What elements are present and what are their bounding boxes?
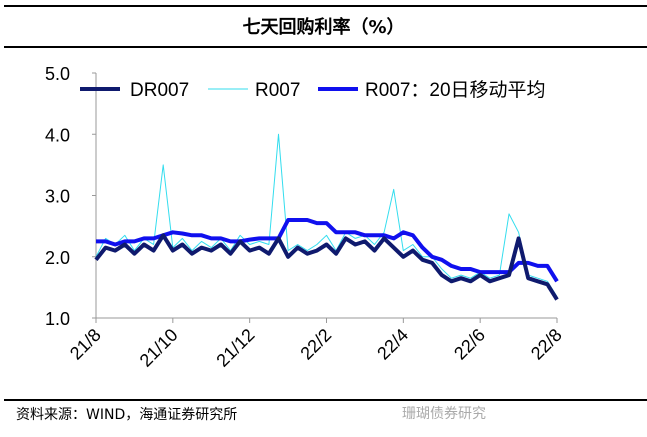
top-rule [4, 5, 647, 7]
y-tick-label: 3.0 [45, 187, 70, 207]
line-chart: 1.0 2.0 3.0 4.0 5.0 21/8 21/10 21/12 22/2 22/4 22/… [45, 64, 566, 371]
y-tick-label: 5.0 [45, 64, 70, 84]
y-tick-label: 2.0 [45, 248, 70, 268]
series-line-R007：20日移动平均 [96, 218, 559, 283]
x-tick-label: 21/8 [66, 325, 105, 364]
source-note: 资料来源：WIND，海通证券研究所 [16, 407, 238, 423]
x-tick-label: 22/6 [450, 325, 489, 364]
title-rule [4, 46, 647, 48]
series-line-DR007 [94, 233, 559, 301]
x-tick-label: 22/8 [527, 325, 566, 364]
y-tick-label: 1.0 [45, 309, 70, 329]
x-tick-label: 22/2 [296, 325, 335, 364]
legend-label: R007 [255, 80, 300, 101]
chart-title: 七天回购利率（%） [242, 17, 405, 38]
y-tick-label: 4.0 [45, 125, 70, 145]
legend-label: R007：20日移动平均 [365, 79, 546, 101]
x-tick-label: 21/10 [136, 325, 182, 371]
x-tick-label: 22/4 [373, 325, 412, 364]
x-tick-label: 21/12 [213, 325, 259, 371]
legend-label: DR007 [130, 80, 189, 101]
bottom-rule [4, 399, 647, 401]
watermark: 珊瑚债券研究 [402, 406, 486, 422]
